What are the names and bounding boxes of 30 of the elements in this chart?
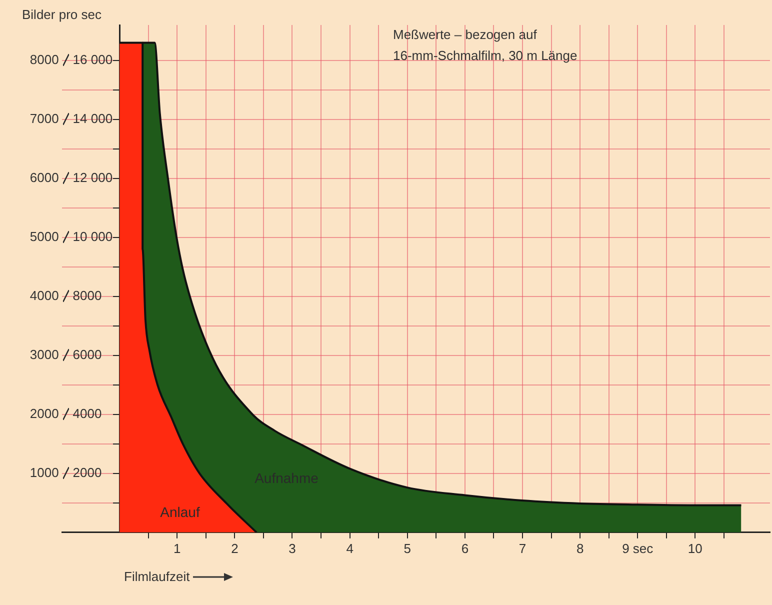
y-tick-label: 7000 (30, 110, 59, 126)
annotation: Meßwerte – bezogen auf 16-mm-Schmalfilm, 30 m Länge (393, 26, 578, 65)
y2-tick-label: 6000 (72, 346, 102, 362)
x-axis-title: Filmlaufzeit (124, 568, 191, 586)
y-tick-label: 4000 (30, 288, 59, 303)
y2-tick-label: 2000 (72, 464, 102, 480)
y-tick-label: 5000 (30, 228, 59, 244)
x-tick-label: 6 (461, 540, 469, 556)
series-label: Anlauf (160, 504, 200, 520)
y-axis-title: Bilder pro sec (22, 6, 102, 24)
y-tick-label: 1000 (30, 464, 59, 480)
y-tick-label: 3000 (30, 346, 59, 362)
y2-tick-label: 4000 (72, 406, 102, 421)
y2-tick-label: 8000 (72, 288, 102, 303)
y2-tick-label: 10 000 (72, 228, 113, 244)
x-tick-label: 4 (346, 540, 354, 556)
y2-tick-label: 16 000 (72, 52, 113, 67)
x-tick-label: 7 (518, 540, 526, 556)
y-tick-label: 8000 (30, 52, 59, 67)
x-tick-label: 3 (288, 540, 296, 556)
x-tick-label: 1 (174, 540, 181, 556)
x-tick-label: 5 (404, 540, 411, 556)
y-tick-label: 6000 (30, 170, 59, 185)
x-tick-label: 9 sec (622, 540, 654, 556)
x-tick-label: 2 (231, 540, 238, 556)
y2-tick-label: 14 000 (72, 110, 113, 126)
y-tick-label: 2000 (30, 406, 59, 421)
x-tick-label: 10 (688, 540, 702, 556)
y2-tick-label: 12 000 (72, 170, 113, 185)
x-tick-label: 8 (576, 540, 584, 556)
